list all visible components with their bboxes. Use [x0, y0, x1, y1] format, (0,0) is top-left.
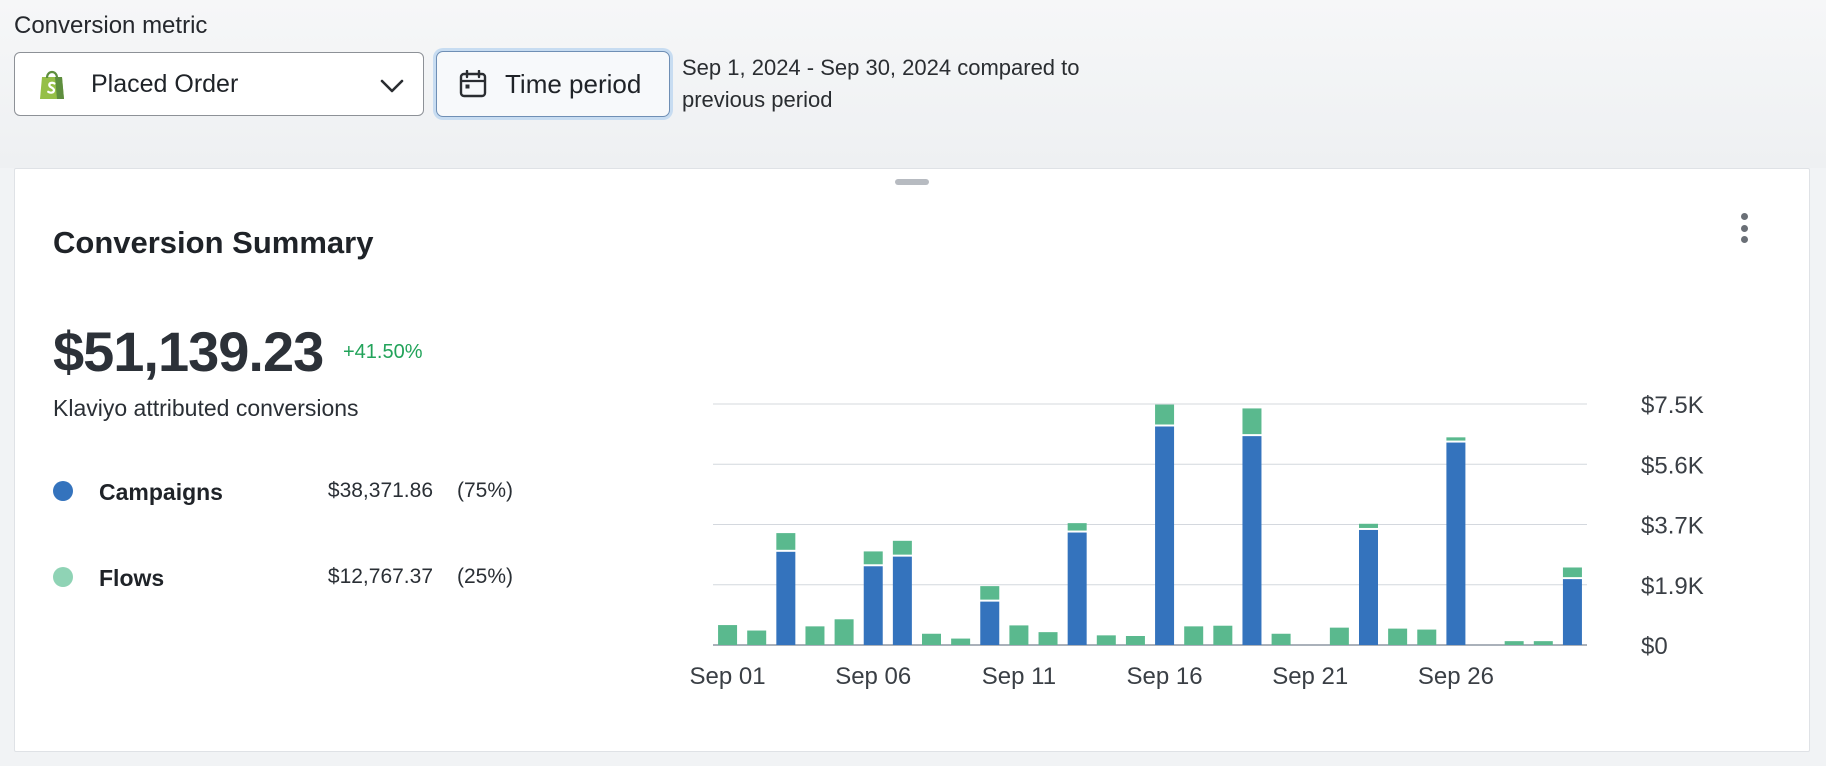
legend-campaigns: Campaigns $38,371.86 (75%) — [53, 477, 513, 507]
legend-share: (25%) — [456, 565, 513, 588]
legend-amount: $38,371.86 — [327, 479, 433, 502]
bar-campaigns[interactable] — [980, 601, 1000, 645]
shopify-bag-icon — [40, 70, 64, 99]
total-conversions-value: $51,139.23 — [53, 320, 324, 383]
y-tick-label: $0 — [1641, 633, 1668, 660]
bar-flows[interactable] — [1417, 629, 1437, 645]
bar-flows[interactable] — [922, 633, 941, 645]
bar-flows[interactable] — [1446, 437, 1466, 441]
bar-flows[interactable] — [1184, 626, 1204, 645]
bar-flows[interactable] — [863, 551, 883, 565]
bar-campaigns[interactable] — [1067, 532, 1087, 645]
y-tick-label: $1.9K — [1641, 573, 1704, 600]
x-tick-label: Sep 21 — [1272, 663, 1348, 690]
conversion-metric-label: Conversion metric — [14, 12, 208, 39]
legend-name: Flows — [99, 565, 165, 591]
x-tick-label: Sep 26 — [1418, 663, 1494, 690]
y-tick-label: $3.7K — [1641, 513, 1704, 540]
bar-flows[interactable] — [1242, 408, 1262, 435]
campaigns-dot — [53, 481, 73, 501]
time-period-label: Time period — [505, 68, 642, 99]
bar-flows[interactable] — [892, 540, 912, 555]
bar-campaigns[interactable] — [776, 551, 796, 645]
more-options-icon[interactable] — [1739, 213, 1749, 243]
y-tick-label: $7.5K — [1641, 392, 1704, 419]
bar-campaigns[interactable] — [1359, 529, 1378, 645]
conversion-summary-card: Conversion Summary $51,139.23 +41.50% Kl… — [14, 168, 1810, 752]
drag-handle[interactable] — [895, 179, 929, 185]
bar-flows[interactable] — [1271, 633, 1291, 645]
bar-campaigns[interactable] — [1155, 426, 1175, 645]
x-tick-label: Sep 11 — [982, 663, 1056, 690]
bar-flows[interactable] — [1155, 404, 1175, 425]
x-tick-label: Sep 16 — [1127, 663, 1203, 690]
x-tick-label: Sep 01 — [690, 663, 766, 690]
bar-flows[interactable] — [1213, 625, 1233, 645]
bar-flows[interactable] — [1067, 523, 1087, 531]
bar-flows[interactable] — [805, 626, 825, 645]
date-range-text: Sep 1, 2024 - Sep 30, 2024 compared to p… — [682, 55, 1080, 112]
selected-metric: Placed Order — [91, 69, 239, 98]
card-title: Conversion Summary — [53, 225, 374, 260]
time-period-button[interactable]: Time period — [436, 51, 670, 117]
bar-flows[interactable] — [1562, 567, 1582, 578]
bar-flows[interactable] — [1359, 523, 1378, 528]
bar-campaigns[interactable] — [863, 566, 883, 645]
total-subtitle: Klaviyo attributed conversions — [53, 395, 359, 421]
x-tick-label: Sep 06 — [835, 663, 911, 690]
legend-amount: $12,767.37 — [327, 565, 433, 588]
legend-flows: Flows $12,767.37 (25%) — [53, 563, 513, 593]
bar-flows[interactable] — [1533, 641, 1553, 645]
bar-campaigns[interactable] — [1562, 579, 1582, 645]
bar-flows[interactable] — [951, 638, 971, 645]
conversion-metric-select[interactable]: Placed Order — [14, 52, 424, 116]
bar-flows[interactable] — [1329, 627, 1349, 645]
bar-flows[interactable] — [1096, 635, 1116, 645]
bar-flows[interactable] — [980, 586, 1000, 600]
bar-flows[interactable] — [1009, 625, 1029, 645]
bar-flows[interactable] — [718, 625, 738, 645]
bar-campaigns[interactable] — [892, 556, 912, 645]
bar-flows[interactable] — [747, 630, 767, 645]
calendar-icon — [459, 70, 487, 98]
bar-flows[interactable] — [1038, 632, 1058, 645]
bar-flows[interactable] — [1125, 636, 1145, 645]
chevron-down-icon — [380, 79, 404, 93]
flows-dot — [53, 567, 73, 587]
conversion-bar-chart: $0 $1.9K $3.7K $5.6K $7.5K Sep 01 Sep 06 Sep 11… — [690, 392, 1704, 690]
bar-flows[interactable] — [1504, 641, 1524, 645]
bar-campaigns[interactable] — [1242, 436, 1262, 645]
bar-flows[interactable] — [834, 619, 854, 645]
legend-name: Campaigns — [99, 479, 223, 505]
bar-flows[interactable] — [776, 533, 796, 550]
bar-flows[interactable] — [1388, 628, 1408, 645]
bar-campaigns[interactable] — [1446, 442, 1466, 645]
legend-share: (75%) — [456, 479, 513, 502]
y-tick-label: $5.6K — [1641, 452, 1704, 479]
change-percent: +41.50% — [343, 341, 423, 363]
